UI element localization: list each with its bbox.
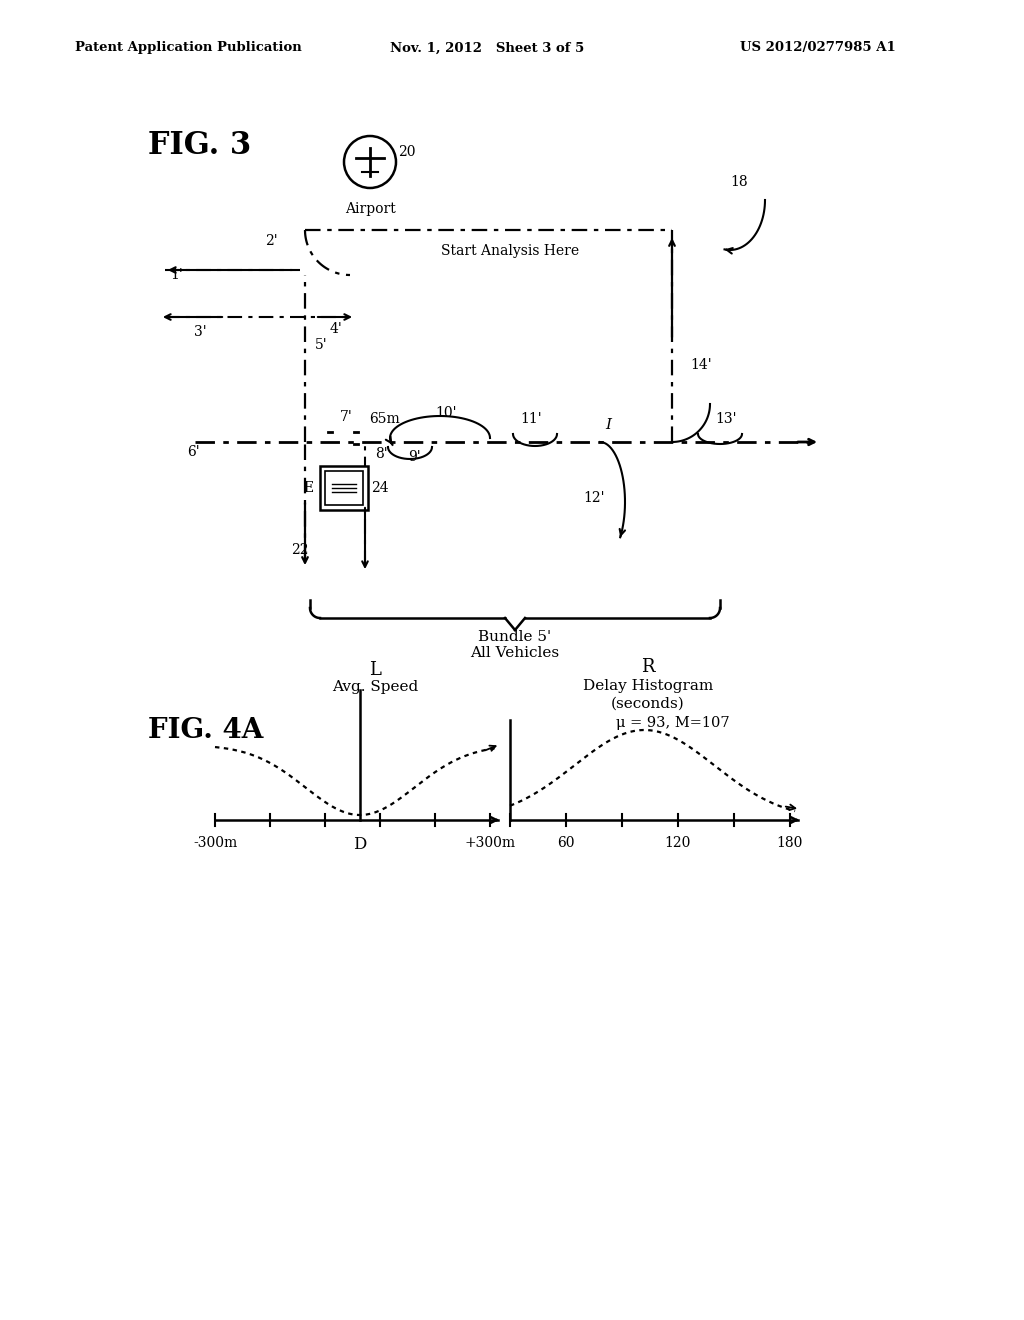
Text: 10': 10' — [435, 407, 457, 420]
Text: E: E — [303, 480, 313, 495]
Text: 8': 8' — [375, 447, 388, 461]
Text: (seconds): (seconds) — [611, 697, 685, 711]
Text: 11': 11' — [520, 412, 542, 426]
Text: 1': 1' — [170, 268, 183, 282]
Text: US 2012/0277985 A1: US 2012/0277985 A1 — [740, 41, 896, 54]
Text: R: R — [641, 657, 654, 676]
Text: Nov. 1, 2012   Sheet 3 of 5: Nov. 1, 2012 Sheet 3 of 5 — [390, 41, 585, 54]
Text: 12': 12' — [583, 491, 604, 506]
Text: FIG. 3: FIG. 3 — [148, 129, 251, 161]
Text: 13': 13' — [715, 412, 736, 426]
Text: All Vehicles: All Vehicles — [470, 645, 559, 660]
Text: Bundle 5': Bundle 5' — [478, 630, 552, 644]
Text: Avg. Speed: Avg. Speed — [332, 680, 418, 694]
Text: Patent Application Publication: Patent Application Publication — [75, 41, 302, 54]
Text: 7': 7' — [340, 411, 352, 424]
Text: 5': 5' — [315, 338, 328, 352]
Text: 65m: 65m — [370, 412, 400, 426]
Text: 180: 180 — [777, 836, 803, 850]
Text: 2': 2' — [265, 234, 278, 248]
Text: 3': 3' — [194, 325, 206, 339]
Text: μ = 93, M=107: μ = 93, M=107 — [616, 715, 730, 730]
Text: 20: 20 — [398, 145, 416, 158]
Text: D: D — [353, 836, 367, 853]
Text: Start Analysis Here: Start Analysis Here — [441, 244, 579, 257]
Text: 6': 6' — [187, 445, 200, 459]
Text: 18: 18 — [730, 176, 748, 189]
Bar — [325, 471, 362, 506]
Text: FIG. 4A: FIG. 4A — [148, 717, 263, 743]
Text: 120: 120 — [665, 836, 691, 850]
Text: Airport: Airport — [345, 202, 395, 216]
Text: I: I — [605, 418, 611, 432]
Bar — [319, 466, 368, 510]
Text: 24: 24 — [371, 480, 389, 495]
Text: 60: 60 — [557, 836, 574, 850]
Text: +300m: +300m — [465, 836, 515, 850]
Text: 4': 4' — [330, 322, 343, 337]
Text: Delay Histogram: Delay Histogram — [583, 678, 713, 693]
Text: 14': 14' — [690, 358, 712, 372]
Text: 22: 22 — [291, 543, 309, 557]
Text: L: L — [369, 661, 381, 678]
Text: -300m: -300m — [193, 836, 238, 850]
Text: 9': 9' — [408, 450, 421, 465]
